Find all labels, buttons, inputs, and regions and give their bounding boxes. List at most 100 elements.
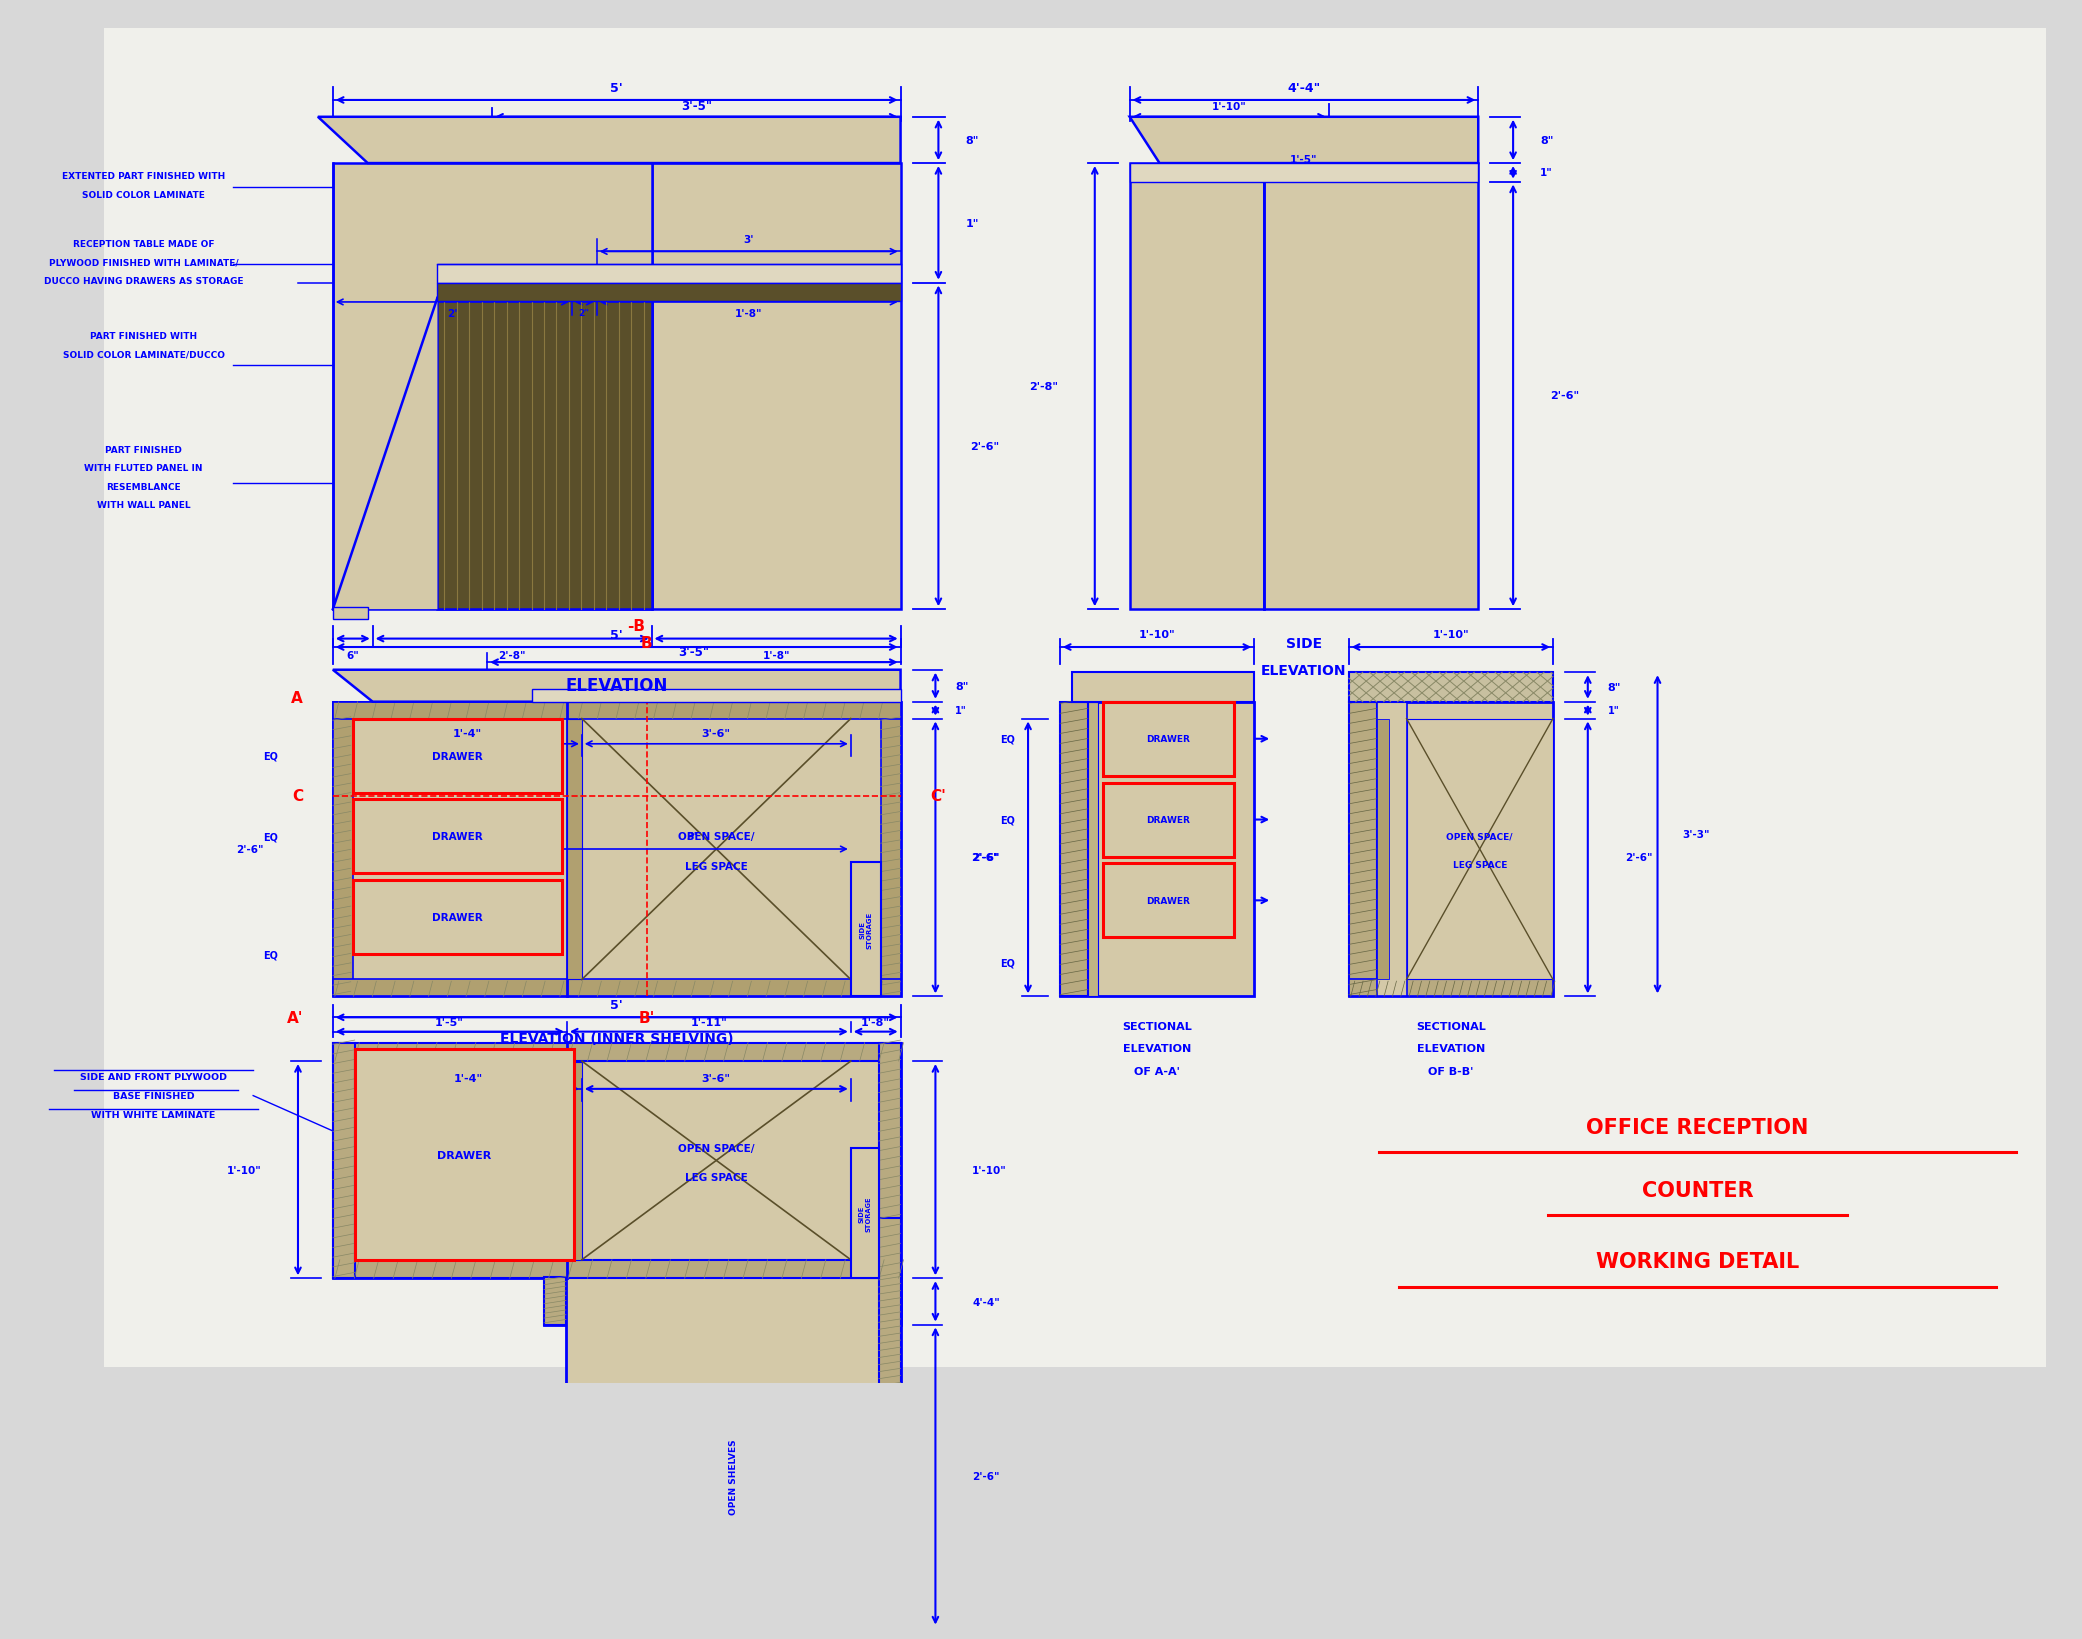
Bar: [333, 701, 902, 720]
Text: EQ: EQ: [262, 833, 279, 842]
Text: DRAWER: DRAWER: [431, 751, 483, 760]
Polygon shape: [319, 118, 902, 164]
Text: PART FINISHED: PART FINISHED: [106, 446, 181, 454]
Text: EQ: EQ: [262, 751, 279, 760]
Text: 8": 8": [956, 682, 968, 692]
Bar: [333, 980, 902, 997]
Text: LEG SPACE: LEG SPACE: [685, 862, 747, 872]
Bar: [1131, 164, 1264, 610]
Text: SOLID COLOR LAMINATE: SOLID COLOR LAMINATE: [81, 190, 204, 200]
Text: DRAWER: DRAWER: [437, 1151, 491, 1160]
Bar: [566, 720, 581, 980]
Bar: [333, 1042, 354, 1278]
Bar: [437, 266, 902, 284]
Bar: [354, 1049, 575, 1260]
Text: 1'-5": 1'-5": [1291, 154, 1318, 166]
Text: 3'-5": 3'-5": [679, 646, 710, 659]
Text: 5': 5': [610, 628, 623, 641]
Text: COUNTER: COUNTER: [1641, 1180, 1753, 1200]
Text: B': B': [639, 1010, 654, 1026]
Text: 2'-6": 2'-6": [235, 844, 262, 854]
Text: ELEVATION (INNER SHELVING): ELEVATION (INNER SHELVING): [500, 1031, 733, 1046]
Text: C': C': [931, 788, 947, 805]
Polygon shape: [333, 670, 902, 701]
Text: OFFICE RECEPTION: OFFICE RECEPTION: [1586, 1118, 1809, 1137]
Bar: [437, 284, 902, 302]
Bar: [1060, 701, 1253, 997]
Bar: [333, 701, 902, 997]
Text: 3': 3': [685, 833, 697, 842]
Text: OPEN SPACE/: OPEN SPACE/: [1447, 833, 1514, 841]
Text: ELEVATION: ELEVATION: [1122, 1044, 1191, 1054]
Text: 1": 1": [966, 218, 979, 229]
Text: OPEN SPACE/: OPEN SPACE/: [679, 1142, 754, 1154]
Bar: [1349, 674, 1553, 701]
Text: 8": 8": [1607, 682, 1622, 693]
Bar: [1087, 701, 1097, 997]
Text: 1'-8": 1'-8": [862, 1016, 891, 1028]
Text: 1": 1": [956, 706, 968, 716]
Bar: [1103, 864, 1235, 938]
Text: SECTIONAL: SECTIONAL: [1122, 1021, 1191, 1031]
Text: DRAWER: DRAWER: [1147, 734, 1191, 744]
Text: SECTIONAL: SECTIONAL: [1416, 1021, 1487, 1031]
Text: EQ: EQ: [262, 949, 279, 959]
Text: WITH WALL PANEL: WITH WALL PANEL: [96, 502, 189, 510]
Bar: [543, 1277, 566, 1324]
Bar: [333, 608, 369, 620]
Text: SIDE AND FRONT PLYWOOD: SIDE AND FRONT PLYWOOD: [79, 1072, 227, 1082]
Text: ELEVATION: ELEVATION: [1262, 664, 1347, 677]
Text: 1": 1": [1607, 706, 1620, 716]
Text: 3': 3': [743, 234, 754, 244]
Text: 5': 5': [610, 82, 623, 95]
Text: 1'-11": 1'-11": [691, 1016, 727, 1028]
Text: 2'-6": 2'-6": [1549, 392, 1578, 402]
Bar: [1349, 701, 1376, 997]
Polygon shape: [333, 298, 437, 610]
Text: 1'-4": 1'-4": [454, 1074, 483, 1083]
Text: SIDE: SIDE: [1287, 636, 1322, 651]
Bar: [333, 1260, 902, 1278]
Text: B: B: [641, 636, 652, 651]
Bar: [333, 701, 352, 997]
Text: 1'-10": 1'-10": [1139, 629, 1176, 639]
Text: A': A': [287, 1010, 304, 1026]
Text: SIDE
STORAGE: SIDE STORAGE: [860, 911, 872, 947]
Text: 1'-10": 1'-10": [1212, 102, 1247, 111]
Bar: [1349, 980, 1553, 997]
Text: DUCCO HAVING DRAWERS AS STORAGE: DUCCO HAVING DRAWERS AS STORAGE: [44, 277, 244, 285]
Bar: [352, 720, 562, 793]
Text: 5': 5': [610, 998, 623, 1011]
Text: 2'-6": 2'-6": [970, 852, 997, 862]
Text: EQ: EQ: [999, 815, 1016, 824]
Text: A: A: [291, 690, 304, 705]
Text: 1": 1": [1541, 169, 1553, 179]
Text: 4'-4": 4'-4": [1287, 82, 1320, 95]
Text: ELEVATION: ELEVATION: [566, 677, 668, 695]
Text: 1'-5": 1'-5": [435, 1016, 464, 1028]
Text: RESEMBLANCE: RESEMBLANCE: [106, 482, 181, 492]
Bar: [533, 690, 902, 701]
Text: 3'-3": 3'-3": [1682, 829, 1709, 839]
Text: 2'-8": 2'-8": [498, 651, 527, 661]
Text: PART FINISHED WITH: PART FINISHED WITH: [90, 333, 198, 341]
Text: EQ: EQ: [999, 959, 1016, 969]
Bar: [1103, 701, 1235, 777]
Bar: [333, 1042, 902, 1278]
Text: BASE FINISHED: BASE FINISHED: [112, 1092, 194, 1100]
Text: EXTENTED PART FINISHED WITH: EXTENTED PART FINISHED WITH: [62, 172, 225, 180]
Text: 2'-6": 2'-6": [972, 852, 999, 862]
Text: ELEVATION: ELEVATION: [1416, 1044, 1484, 1054]
Text: LEG SPACE: LEG SPACE: [1453, 860, 1507, 869]
Bar: [1131, 164, 1478, 182]
Text: 2': 2': [448, 308, 458, 318]
Bar: [1103, 783, 1235, 857]
Text: DRAWER: DRAWER: [431, 833, 483, 842]
Text: 2'-6": 2'-6": [972, 1472, 999, 1482]
Bar: [352, 800, 562, 874]
Text: -B: -B: [627, 620, 645, 634]
Bar: [852, 1147, 879, 1278]
Bar: [543, 1277, 902, 1324]
Text: EQ: EQ: [999, 734, 1016, 744]
Text: 8": 8": [1541, 136, 1553, 146]
